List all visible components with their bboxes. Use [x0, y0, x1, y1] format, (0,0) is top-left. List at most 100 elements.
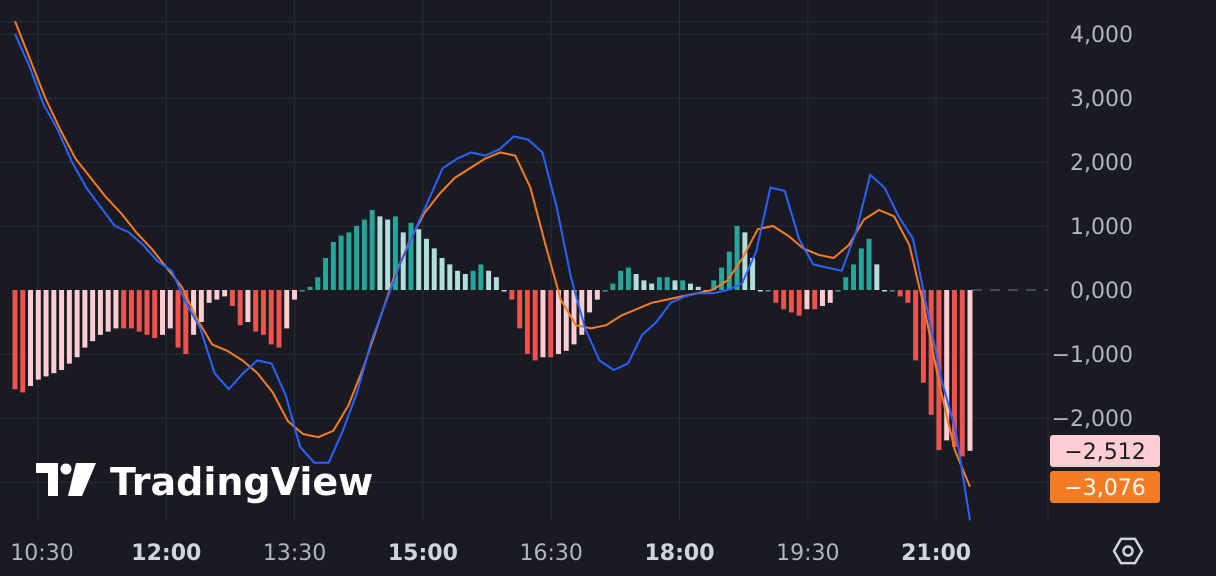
histogram-bar	[128, 290, 134, 329]
histogram-bar	[74, 290, 80, 358]
x-tick-label: 15:00	[388, 541, 458, 566]
histogram-bar	[819, 290, 825, 306]
histogram-bar	[618, 270, 624, 290]
histogram-bar	[338, 235, 344, 290]
histogram-bar	[447, 264, 453, 290]
x-tick-label: 13:30	[263, 541, 326, 566]
histogram-bar	[928, 290, 934, 415]
y-tick-label: 4,000	[1070, 23, 1133, 48]
settings-gear-icon[interactable]	[1112, 537, 1144, 565]
histogram-bar	[478, 264, 484, 290]
histogram-bar	[695, 286, 701, 290]
histogram-bar	[424, 238, 429, 290]
signal-line	[14, 20, 971, 488]
histogram-bar	[944, 290, 950, 441]
histogram-bar	[493, 277, 499, 290]
histogram-bar	[866, 238, 872, 290]
histogram-bar	[462, 274, 468, 290]
x-tick-label: 18:00	[644, 541, 714, 566]
histogram-bar	[750, 258, 756, 290]
tradingview-watermark: TradingView	[36, 460, 373, 504]
histogram-bar	[121, 290, 127, 329]
histogram-bar	[237, 290, 243, 326]
histogram-bar	[206, 290, 212, 303]
histogram-bar	[874, 264, 880, 290]
histogram-bar	[330, 242, 336, 290]
histogram-bar	[299, 290, 305, 292]
histogram-bar	[959, 290, 965, 457]
histogram-bar	[773, 290, 779, 303]
histogram-bar	[392, 216, 398, 290]
histogram-bar	[563, 290, 569, 351]
x-tick-label: 16:30	[519, 541, 582, 566]
histogram-bar	[641, 280, 647, 290]
histogram-bar	[198, 290, 204, 322]
x-tick-label: 19:30	[776, 541, 839, 566]
histogram-bar	[882, 290, 888, 292]
histogram-bar	[82, 290, 88, 348]
histogram-series	[12, 210, 973, 457]
histogram-bar	[377, 216, 383, 290]
histogram-bar	[711, 280, 717, 290]
histogram-bar	[967, 290, 973, 451]
histogram-bar	[323, 258, 329, 290]
histogram-bar	[889, 290, 895, 292]
signal-last-value: −3,076	[1064, 476, 1145, 501]
histogram-bar	[268, 290, 274, 345]
histogram-bar	[292, 290, 297, 300]
histogram-bar	[167, 290, 173, 329]
histogram-bar	[897, 290, 903, 297]
histogram-bar	[680, 280, 686, 290]
histogram-bar	[548, 290, 554, 358]
histogram-bar	[905, 290, 911, 303]
histogram-bar	[812, 290, 818, 310]
histogram-bar	[664, 277, 670, 290]
histogram-bar	[470, 270, 476, 290]
histogram-bar	[369, 210, 375, 290]
signal-last-value-badge: −3,076	[1050, 471, 1160, 503]
histogram-bar	[315, 277, 321, 290]
histogram-bar	[175, 290, 181, 348]
histogram-bar	[431, 248, 437, 290]
y-tick-label: 2,000	[1070, 151, 1133, 176]
histogram-bar	[633, 274, 639, 290]
histogram-bar	[587, 290, 593, 313]
histogram-bar	[152, 290, 158, 338]
y-tick-label: −2,000	[1052, 407, 1133, 432]
line-series	[14, 20, 971, 521]
histogram-bar	[346, 232, 352, 290]
histogram-bar	[361, 219, 367, 290]
histogram-bar	[214, 290, 220, 300]
y-tick-label: 3,000	[1070, 87, 1133, 112]
histogram-bar	[253, 290, 259, 332]
histogram-bar	[858, 248, 864, 290]
histogram-bar	[719, 267, 725, 290]
histogram-bar	[532, 290, 538, 361]
histogram-bar	[136, 290, 142, 332]
watermark-text: TradingView	[110, 460, 373, 504]
histogram-bar	[625, 267, 631, 290]
histogram-last-value-badge: −2,512	[1050, 435, 1160, 467]
x-tick-label: 12:00	[131, 541, 201, 566]
histogram-bar	[509, 290, 515, 300]
histogram-bar	[649, 283, 655, 290]
histogram-bar	[28, 290, 34, 386]
histogram-bar	[400, 232, 406, 290]
histogram-bar	[571, 290, 577, 345]
histogram-bar	[12, 290, 18, 390]
histogram-bar	[851, 264, 857, 290]
histogram-bar	[540, 290, 546, 358]
histogram-bar	[602, 290, 608, 292]
histogram-bar	[416, 229, 422, 290]
histogram-bar	[734, 226, 740, 290]
histogram-bar	[672, 280, 678, 290]
histogram-bar	[439, 258, 445, 290]
tradingview-logo-icon	[36, 463, 96, 496]
histogram-bar	[688, 283, 693, 290]
histogram-bar	[517, 290, 523, 329]
x-tick-label: 21:00	[901, 541, 971, 566]
histogram-bar	[66, 290, 72, 364]
histogram-bar	[97, 290, 103, 335]
histogram-bar	[594, 290, 600, 300]
